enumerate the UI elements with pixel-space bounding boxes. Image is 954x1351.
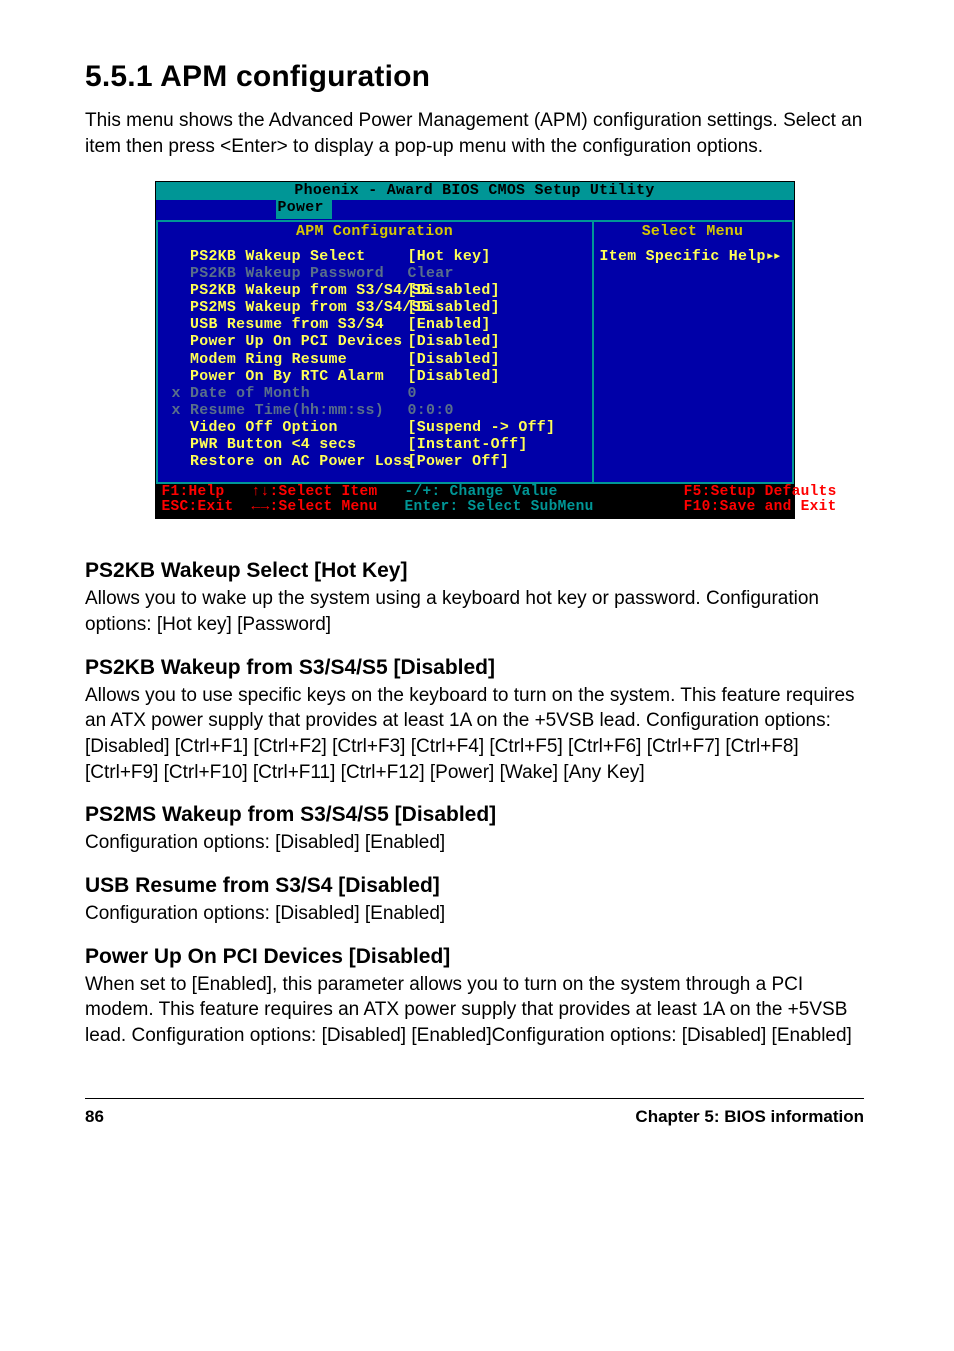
bios-body: PS2KB Wakeup Select[Hot key] PS2KB Wakeu…	[156, 243, 794, 484]
bios-setting-row[interactable]: Power On By RTC Alarm[Disabled]	[172, 369, 584, 386]
bios-setting-value: [Power Off]	[408, 454, 584, 471]
item-title: USB Resume from S3/S4 [Disabled]	[85, 874, 864, 898]
bios-setting-row[interactable]: Video Off Option[Suspend -> Off]	[172, 420, 584, 437]
bios-setting-row[interactable]: x Resume Time(hh:mm:ss)0:0:0	[172, 403, 584, 420]
bios-setting-row[interactable]: Modem Ring Resume[Disabled]	[172, 352, 584, 369]
bios-panel-title: APM Configuration	[156, 220, 594, 243]
bios-setting-value: Clear	[408, 266, 584, 283]
section-intro: This menu shows the Advanced Power Manag…	[85, 108, 864, 159]
bios-screenshot: Phoenix - Award BIOS CMOS Setup Utility …	[155, 181, 795, 519]
bios-setting-label: PS2MS Wakeup from S3/S4/S5	[172, 300, 408, 317]
footer-keys-2c: F10:Save and Exit	[594, 499, 837, 515]
bios-header-row: APM Configuration Select Menu	[156, 220, 794, 243]
bios-setting-row[interactable]: PS2KB Wakeup from S3/S4/S5[Disabled]	[172, 283, 584, 300]
bios-setting-value: [Disabled]	[408, 352, 584, 369]
page-footer: 86 Chapter 5: BIOS information	[85, 1098, 864, 1127]
bios-setting-value: [Disabled]	[408, 300, 584, 317]
bios-setting-value: [Suspend -> Off]	[408, 420, 584, 437]
item-title: Power Up On PCI Devices [Disabled]	[85, 945, 864, 969]
bios-tab-bar: Power	[156, 200, 794, 219]
item-body: Configuration options: [Disabled] [Enabl…	[85, 901, 864, 927]
bios-setting-value: [Disabled]	[408, 369, 584, 386]
bios-setting-label: PS2KB Wakeup from S3/S4/S5	[172, 283, 408, 300]
bios-setting-label: USB Resume from S3/S4	[172, 317, 408, 334]
bios-setting-value: [Enabled]	[408, 317, 584, 334]
section-heading: 5.5.1 APM configuration	[85, 60, 864, 94]
item-title: PS2KB Wakeup Select [Hot Key]	[85, 559, 864, 583]
item-title: PS2MS Wakeup from S3/S4/S5 [Disabled]	[85, 803, 864, 827]
footer-keys-2a: ESC:Exit ←→:Select Menu	[162, 499, 405, 515]
item-body: When set to [Enabled], this parameter al…	[85, 972, 864, 1049]
bios-footer: F1:Help ↑↓:Select Item -/+: Change Value…	[156, 484, 794, 519]
bios-setting-value: 0:0:0	[408, 403, 584, 420]
item-title: PS2KB Wakeup from S3/S4/S5 [Disabled]	[85, 656, 864, 680]
bios-setting-label: x Resume Time(hh:mm:ss)	[172, 403, 408, 420]
footer-keys-1c: F5:Setup Defaults	[558, 484, 837, 500]
bios-setting-label: Power Up On PCI Devices	[172, 334, 408, 351]
bios-setting-label: PWR Button <4 secs	[172, 437, 408, 454]
bios-setting-label: Video Off Option	[172, 420, 408, 437]
chapter-label: Chapter 5: BIOS information	[635, 1107, 864, 1127]
bios-setting-row[interactable]: USB Resume from S3/S4[Enabled]	[172, 317, 584, 334]
footer-keys-1b: -/+: Change Value	[405, 484, 558, 500]
bios-setting-row[interactable]: x Date of Month0	[172, 386, 584, 403]
item-body: Configuration options: [Disabled] [Enabl…	[85, 830, 864, 856]
bios-setting-row[interactable]: PWR Button <4 secs[Instant-Off]	[172, 437, 584, 454]
bios-help-text: Item Specific Help	[600, 249, 766, 265]
bios-setting-label: Modem Ring Resume	[172, 352, 408, 369]
footer-keys-1a: F1:Help ↑↓:Select Item	[162, 484, 405, 500]
description-sections: PS2KB Wakeup Select [Hot Key] Allows you …	[85, 559, 864, 1048]
bios-setting-row[interactable]: PS2MS Wakeup from S3/S4/S5[Disabled]	[172, 300, 584, 317]
bios-setting-label: Restore on AC Power Loss	[172, 454, 408, 471]
footer-keys-2b: Enter: Select SubMenu	[405, 499, 594, 515]
bios-settings-list: PS2KB Wakeup Select[Hot key] PS2KB Wakeu…	[156, 243, 594, 484]
bios-setting-row[interactable]: Restore on AC Power Loss[Power Off]	[172, 454, 584, 471]
bios-setting-value: [Instant-Off]	[408, 437, 584, 454]
bios-help-panel: Item Specific Help▸▸	[594, 243, 794, 484]
bios-setting-row[interactable]: Power Up On PCI Devices[Disabled]	[172, 334, 584, 351]
page-number: 86	[85, 1107, 104, 1127]
bios-setting-row[interactable]: PS2KB Wakeup Select[Hot key]	[172, 249, 584, 266]
bios-tab-power[interactable]: Power	[276, 200, 332, 218]
bios-setting-label: Power On By RTC Alarm	[172, 369, 408, 386]
bios-setting-value: 0	[408, 386, 584, 403]
bios-setting-label: PS2KB Wakeup Select	[172, 249, 408, 266]
item-body: Allows you to wake up the system using a…	[85, 586, 864, 637]
bios-setting-row[interactable]: PS2KB Wakeup PasswordClear	[172, 266, 584, 283]
bios-setting-value: [Hot key]	[408, 249, 584, 266]
bios-help-title: Select Menu	[594, 220, 794, 243]
bios-setting-value: [Disabled]	[408, 334, 584, 351]
bios-title-bar: Phoenix - Award BIOS CMOS Setup Utility	[156, 182, 794, 200]
bios-setting-label: x Date of Month	[172, 386, 408, 403]
bios-setting-value: [Disabled]	[408, 283, 584, 300]
item-body: Allows you to use specific keys on the k…	[85, 683, 864, 786]
help-arrows-icon: ▸▸	[766, 249, 780, 265]
bios-setting-label: PS2KB Wakeup Password	[172, 266, 408, 283]
